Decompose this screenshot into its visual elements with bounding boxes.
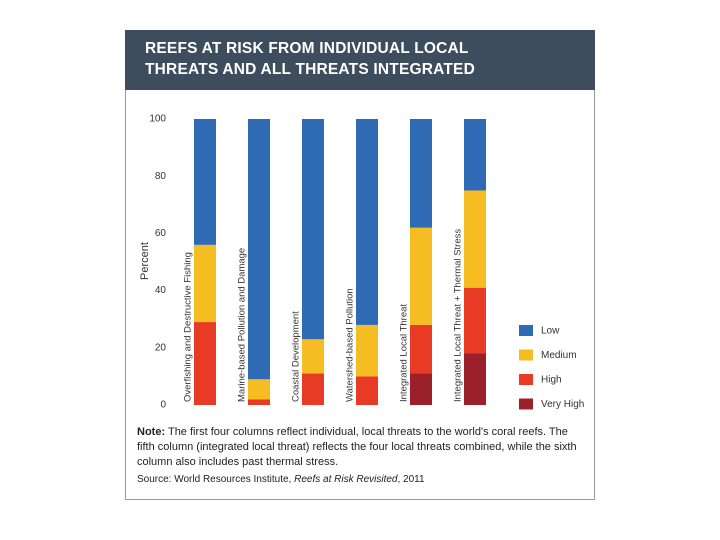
y-axis-label: Percent bbox=[139, 242, 151, 280]
category-label: Marine-based Pollution and Damage bbox=[237, 248, 248, 402]
source-title: Reefs at Risk Revisited bbox=[294, 474, 398, 485]
category-label: Overfishing and Destructive Fishing bbox=[183, 252, 194, 402]
legend-swatch bbox=[519, 325, 533, 336]
source: Source: World Resources Institute, Reefs… bbox=[137, 474, 585, 485]
legend-label: Very High bbox=[541, 399, 584, 410]
bar-segment bbox=[194, 322, 216, 405]
legend-label: High bbox=[541, 375, 562, 386]
y-tick-label: 20 bbox=[155, 342, 167, 353]
bar-segment bbox=[410, 324, 432, 374]
bar-segment bbox=[302, 373, 324, 405]
bar-segment bbox=[248, 119, 270, 380]
chart-title: REEFS AT RISK FROM INDIVIDUAL LOCAL THRE… bbox=[145, 40, 475, 78]
note-label: Note: bbox=[137, 426, 166, 438]
y-tick-label: 60 bbox=[155, 228, 167, 239]
bar-segment bbox=[410, 119, 432, 228]
bar-segment bbox=[410, 373, 432, 405]
y-tick-label: 80 bbox=[155, 171, 167, 182]
bar-segment bbox=[302, 339, 324, 374]
bar-segment bbox=[464, 287, 486, 354]
category-label: Watershed-based Pollution bbox=[345, 288, 356, 402]
bar-segment bbox=[464, 119, 486, 191]
bar-segment bbox=[248, 379, 270, 400]
bar-segment bbox=[410, 227, 432, 325]
header: REEFS AT RISK FROM INDIVIDUAL LOCAL THRE… bbox=[125, 30, 595, 90]
bar-segment bbox=[194, 119, 216, 245]
legend-swatch bbox=[519, 374, 533, 385]
bar-segment bbox=[464, 190, 486, 288]
legend-swatch bbox=[519, 349, 533, 361]
y-tick-label: 40 bbox=[155, 285, 167, 296]
category-label: Integrated Local Threat + Thermal Stress bbox=[453, 229, 464, 402]
bar-segment bbox=[356, 324, 378, 377]
bar-segment bbox=[356, 376, 378, 405]
y-tick-label: 100 bbox=[149, 114, 166, 125]
category-label: Coastal Development bbox=[291, 311, 302, 402]
bar-segment bbox=[302, 119, 324, 340]
legend-swatch bbox=[519, 398, 533, 410]
category-label: Integrated Local Threat bbox=[399, 304, 410, 402]
y-tick-label: 0 bbox=[160, 400, 166, 411]
bar-segment bbox=[248, 399, 270, 405]
source-prefix: Source: World Resources Institute, bbox=[137, 474, 295, 485]
bar-segment bbox=[194, 244, 216, 323]
bar-segment bbox=[356, 119, 378, 325]
legend-label: Low bbox=[541, 326, 560, 337]
legend-label: Medium bbox=[541, 350, 577, 361]
bar-segment bbox=[464, 353, 486, 405]
note: Note: The first four columns reflect ind… bbox=[137, 425, 585, 470]
note-text: The first four columns reflect individua… bbox=[137, 426, 577, 468]
source-suffix: , 2011 bbox=[397, 474, 425, 485]
